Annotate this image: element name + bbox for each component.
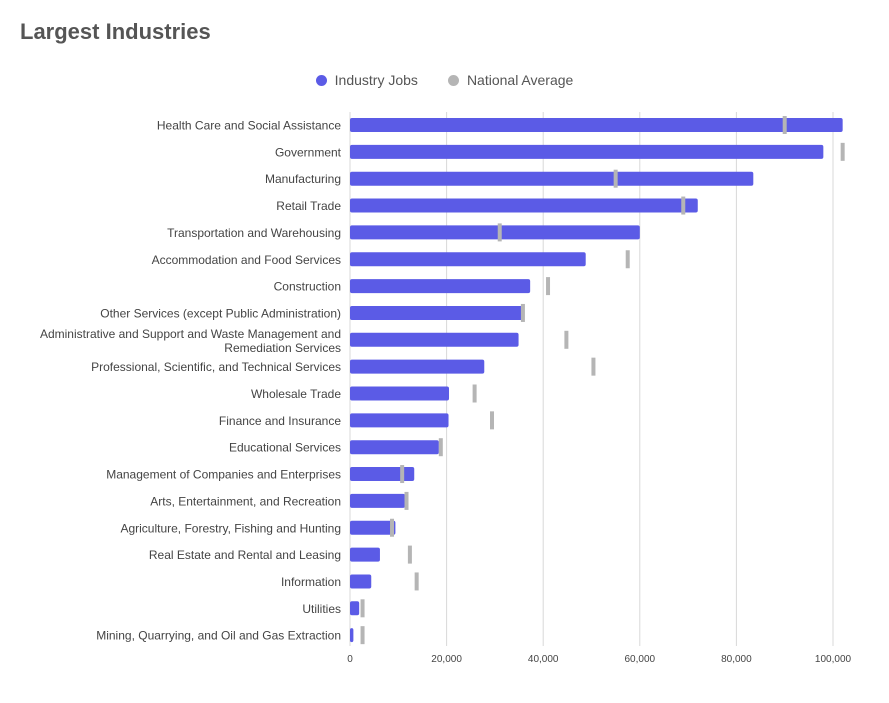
- category-label: Management of Companies and Enterprises: [106, 468, 341, 482]
- national-average-marker[interactable]: [546, 277, 551, 296]
- national-average-marker[interactable]: [490, 411, 495, 430]
- category-label: Wholesale Trade: [251, 387, 341, 401]
- national-average-marker[interactable]: [404, 491, 409, 510]
- industry-jobs-bar[interactable]: [350, 359, 485, 374]
- national-average-marker[interactable]: [613, 169, 618, 188]
- industry-jobs-bar[interactable]: [350, 198, 698, 213]
- category-label: Educational Services: [229, 441, 341, 455]
- legend-label-national: National Average: [466, 72, 574, 88]
- industry-jobs-bar[interactable]: [350, 171, 754, 186]
- national-average-marker[interactable]: [520, 303, 525, 322]
- legend-item-industry-jobs[interactable]: Industry Jobs: [315, 72, 418, 88]
- industry-jobs-bar[interactable]: [350, 547, 380, 562]
- category-label: Agriculture, Forestry, Fishing and Hunti…: [120, 521, 341, 535]
- national-average-marker[interactable]: [681, 196, 686, 215]
- category-label: Other Services (except Public Administra…: [100, 306, 341, 320]
- x-tick-label: 20,000: [431, 654, 462, 665]
- category-label: Utilities: [302, 602, 341, 616]
- industry-jobs-bar[interactable]: [350, 332, 519, 347]
- national-average-marker[interactable]: [782, 116, 787, 134]
- category-label: Transportation and Warehousing: [167, 226, 341, 240]
- category-label: Administrative and Support and Waste Man…: [40, 327, 341, 341]
- category-label: Construction: [274, 280, 341, 294]
- industry-jobs-bar[interactable]: [350, 279, 531, 294]
- industry-jobs-bar[interactable]: [350, 493, 406, 508]
- industry-jobs-bar[interactable]: [350, 467, 415, 482]
- category-label: Health Care and Social Assistance: [157, 119, 341, 133]
- x-tick-label: 40,000: [528, 654, 559, 665]
- category-label: Information: [281, 575, 341, 589]
- x-tick-label: 80,000: [721, 654, 752, 665]
- national-average-marker[interactable]: [497, 223, 502, 242]
- industry-jobs-bar[interactable]: [350, 118, 843, 132]
- industry-jobs-bar[interactable]: [350, 628, 354, 643]
- national-average-marker[interactable]: [438, 438, 443, 457]
- national-average-marker[interactable]: [625, 250, 630, 269]
- industry-jobs-bar[interactable]: [350, 601, 360, 616]
- national-average-marker[interactable]: [840, 142, 845, 161]
- category-label: Manufacturing: [265, 172, 341, 186]
- national-average-marker[interactable]: [360, 599, 365, 618]
- industry-jobs-bar[interactable]: [350, 440, 439, 455]
- legend-label-industry: Industry Jobs: [334, 72, 418, 88]
- chart-title: Largest Industries: [20, 19, 211, 44]
- legend-swatch-national: [447, 74, 459, 86]
- x-tick-label: 100,000: [815, 654, 852, 665]
- industry-jobs-bar[interactable]: [350, 520, 396, 535]
- category-label: Retail Trade: [276, 199, 341, 213]
- industry-jobs-bar[interactable]: [350, 252, 586, 267]
- industry-jobs-bar[interactable]: [350, 574, 372, 589]
- national-average-marker[interactable]: [414, 572, 419, 591]
- category-label: Real Estate and Rental and Leasing: [149, 548, 341, 562]
- legend-swatch-industry: [315, 74, 327, 86]
- category-label: Finance and Insurance: [219, 414, 341, 428]
- national-average-marker[interactable]: [360, 626, 365, 645]
- national-average-marker[interactable]: [564, 330, 569, 349]
- national-average-marker[interactable]: [400, 465, 405, 484]
- category-label: Mining, Quarrying, and Oil and Gas Extra…: [96, 629, 341, 643]
- category-label: Arts, Entertainment, and Recreation: [150, 494, 341, 508]
- industry-jobs-bar[interactable]: [350, 386, 450, 401]
- category-label: Accommodation and Food Services: [152, 253, 341, 267]
- category-label: Remediation Services: [224, 341, 341, 355]
- industry-jobs-bar[interactable]: [350, 144, 824, 159]
- category-label: Professional, Scientific, and Technical …: [91, 360, 341, 374]
- x-tick-label: 0: [347, 654, 353, 665]
- category-label: Government: [275, 145, 342, 159]
- legend-item-national-average[interactable]: National Average: [447, 72, 574, 88]
- industry-jobs-bar[interactable]: [350, 413, 449, 428]
- national-average-marker[interactable]: [472, 384, 477, 403]
- national-average-marker[interactable]: [591, 357, 596, 376]
- chart-legend: Industry Jobs National Average: [0, 72, 889, 88]
- national-average-marker[interactable]: [390, 518, 395, 537]
- national-average-marker[interactable]: [407, 545, 412, 564]
- x-tick-label: 60,000: [625, 654, 656, 665]
- industry-jobs-bar[interactable]: [350, 225, 640, 240]
- industry-jobs-bar[interactable]: [350, 305, 524, 320]
